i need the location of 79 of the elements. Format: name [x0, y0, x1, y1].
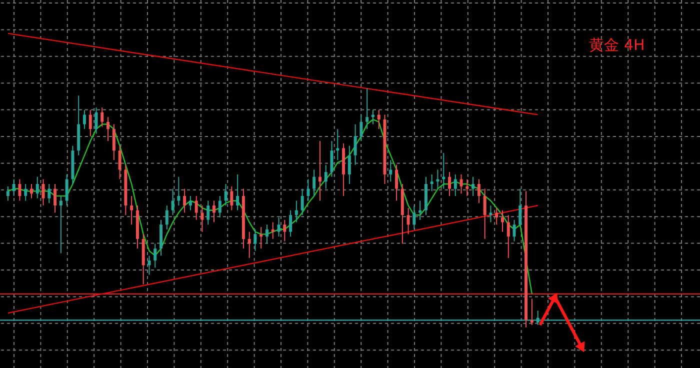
candlestick: [395, 164, 398, 202]
candlestick: [436, 169, 440, 190]
candlestick: [336, 128, 340, 161]
candlestick: [65, 174, 68, 206]
candlestick: [248, 231, 251, 259]
candlestick: [354, 124, 357, 166]
candlestick: [312, 169, 316, 196]
candlestick: [518, 188, 522, 228]
candlestick: [54, 184, 57, 214]
candlestick: [306, 178, 310, 202]
candlestick: [218, 195, 222, 218]
candlestick: [188, 195, 192, 211]
candlestick: [366, 88, 369, 130]
candlestick: [6, 186, 10, 202]
candlestick: [48, 184, 51, 204]
candlestick: [265, 224, 268, 244]
candlestick: [448, 172, 452, 196]
candlestick: [148, 255, 151, 276]
candlestick: [348, 145, 351, 184]
candlestick: [106, 116, 110, 142]
candlestick: [454, 174, 457, 196]
candlestick: [389, 160, 392, 182]
candlestick: [206, 200, 210, 226]
candlestick: [300, 188, 304, 216]
candlestick: [112, 124, 116, 161]
candlestick: [254, 228, 257, 252]
candlestick: [177, 176, 180, 206]
candlestick: [430, 174, 434, 192]
candlestick: [212, 200, 216, 223]
candlestick: [160, 219, 163, 256]
candlestick: [236, 174, 240, 211]
candlestick: [324, 164, 328, 190]
candlestick: [318, 140, 322, 202]
candlestick: [477, 178, 480, 204]
candlestick: [100, 107, 104, 128]
candlestick: [500, 210, 504, 232]
candlestick: [271, 222, 274, 240]
candlestick: [24, 184, 28, 202]
candlestick: [12, 178, 16, 196]
candlestick: [165, 205, 168, 230]
candlestick: [472, 176, 475, 196]
candlestick: [59, 195, 62, 254]
candlestick: [88, 109, 92, 137]
candlestick: [460, 174, 463, 194]
candlestick: [200, 205, 204, 232]
candlestick: [118, 145, 122, 180]
candlestick: [530, 298, 534, 326]
candlestick: [42, 178, 45, 206]
candlestick: [536, 310, 540, 326]
candlestick: [495, 207, 498, 226]
candlestick: [230, 186, 234, 211]
candlestick: [277, 216, 280, 238]
candlestick: [260, 226, 263, 250]
candlestick: [36, 176, 39, 199]
candlestick: [82, 109, 86, 130]
candlestick: [194, 195, 198, 220]
candlestick: [406, 207, 410, 235]
candlestick: [412, 205, 416, 230]
candlestick: [330, 140, 334, 178]
candlestick: [489, 205, 492, 223]
candlestick: [294, 200, 298, 223]
candlestick: [183, 188, 186, 214]
candlestick: [30, 184, 33, 199]
candlestick: [377, 109, 380, 130]
candlestick: [466, 178, 469, 196]
text: 黄金 4H: [589, 36, 645, 54]
candlestick: [512, 219, 516, 242]
candlestick: [483, 188, 486, 240]
candlestick: [360, 114, 363, 142]
candlestick: [506, 214, 510, 259]
candlestick: [130, 195, 134, 226]
candlestick: [224, 184, 228, 206]
candlestick: [94, 107, 98, 134]
candlestick: [289, 210, 292, 238]
candlestick: [283, 219, 286, 242]
candlestick: [18, 178, 22, 202]
candlestick: [171, 188, 174, 216]
candlestick: [371, 109, 374, 125]
candlestick: [154, 243, 157, 268]
